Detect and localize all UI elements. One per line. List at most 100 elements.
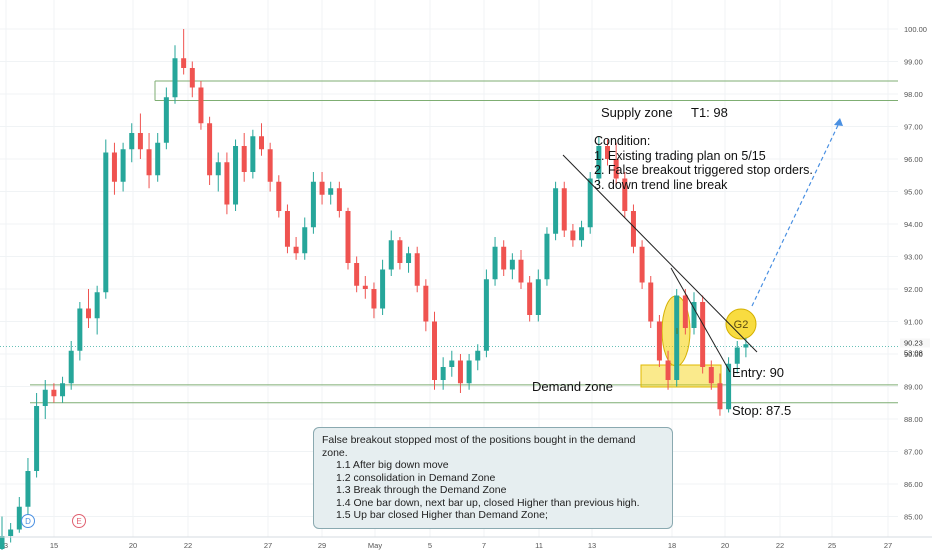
- candle: [544, 227, 550, 286]
- candle-body: [726, 363, 732, 410]
- candle: [414, 246, 420, 293]
- candle: [129, 123, 135, 163]
- candle: [665, 350, 671, 390]
- candle: [440, 357, 446, 390]
- candle-body: [137, 133, 143, 150]
- candle: [535, 269, 541, 322]
- candle-body: [51, 389, 57, 397]
- candle-body: [155, 142, 161, 176]
- candle-body: [648, 282, 654, 322]
- target-label: T1: 98: [691, 105, 728, 120]
- candle-body: [189, 68, 195, 88]
- candle: [492, 237, 498, 286]
- price-tick-label: 91.00: [904, 318, 923, 327]
- candle-body: [129, 133, 135, 150]
- candle-body: [8, 529, 14, 536]
- candle-body: [527, 282, 533, 315]
- candle-body: [518, 259, 524, 283]
- price-zones: [0, 80, 898, 404]
- date-tick-label: 5: [428, 541, 432, 550]
- price-axis[interactable]: 85.00 86.00 87.00 88.00 89.00 90.00 91.00 92.00…: [900, 0, 930, 522]
- candle: [336, 181, 342, 218]
- candle: [648, 276, 654, 328]
- condition-item: 1. Existing trading plan on 5/15: [594, 148, 766, 163]
- candle: [16, 497, 22, 533]
- candle-body: [224, 162, 230, 205]
- candle-body: [691, 302, 697, 328]
- candle-body: [42, 389, 48, 406]
- candle-body: [570, 230, 576, 241]
- candle: [155, 133, 161, 182]
- candle-body: [509, 259, 515, 270]
- candle-body: [466, 360, 472, 384]
- candle: [302, 217, 308, 260]
- date-tick-label: 15: [50, 541, 58, 550]
- candle: [328, 181, 334, 205]
- candle-body: [475, 350, 481, 361]
- candle: [103, 139, 109, 299]
- date-tick-label: 20: [129, 541, 137, 550]
- candle: [137, 113, 143, 159]
- candle-body: [336, 188, 342, 211]
- date-tick-label: 27: [884, 541, 892, 550]
- price-tick-label: 96.00: [904, 155, 923, 164]
- candle-body: [432, 321, 437, 380]
- candle-body: [717, 383, 723, 410]
- candle-body: [613, 159, 619, 179]
- candle: [111, 142, 117, 195]
- date-tick-label: 11: [535, 541, 543, 550]
- candle-body: [483, 279, 489, 351]
- candle-body: [77, 308, 83, 351]
- dividend-marker-label: D: [25, 517, 31, 526]
- callout-note[interactable]: False breakout stopped most of the posit…: [313, 427, 673, 529]
- candle: [466, 354, 472, 390]
- candle-body: [345, 211, 351, 263]
- candle-body: [700, 302, 706, 367]
- candle: [475, 344, 481, 371]
- candle-body: [250, 136, 256, 172]
- candle: [708, 360, 714, 390]
- candle: [734, 341, 740, 374]
- downtrend-line: [562, 154, 758, 353]
- candle-body: [449, 360, 455, 367]
- candle: [700, 295, 706, 374]
- date-tick-label: 29: [318, 541, 326, 550]
- candle-body: [34, 406, 40, 471]
- candle: [423, 279, 429, 332]
- candle: [60, 376, 66, 403]
- candle-body: [371, 289, 377, 309]
- g2-circle: [725, 308, 757, 340]
- price-tick-label: 88.00: [904, 415, 923, 424]
- date-axis[interactable]: 3 15 20 22 27 29 May 5 7 11 13 18 20 22 25 27: [0, 536, 932, 550]
- candle: [276, 175, 282, 218]
- candle-body: [561, 188, 567, 231]
- price-tick-label: 93.00: [904, 253, 923, 262]
- candle: [613, 142, 619, 185]
- candle-body: [397, 240, 403, 263]
- candle-body: [60, 383, 66, 397]
- candle: [518, 250, 524, 289]
- candle: [68, 341, 74, 390]
- candle-body: [743, 344, 749, 348]
- candle-body: [215, 162, 221, 176]
- candle: [86, 289, 91, 328]
- candle: [579, 220, 585, 247]
- candle: [42, 380, 48, 419]
- candle: [371, 282, 377, 319]
- candle: [293, 237, 299, 260]
- candle-body: [276, 181, 282, 211]
- candle: [250, 129, 256, 179]
- candles: [0, 29, 749, 553]
- candle-body: [310, 181, 316, 228]
- date-tick-label: 25: [828, 541, 836, 550]
- supply-zone-label: Supply zone: [601, 105, 673, 120]
- candle-body: [302, 227, 308, 254]
- note-item: 1.1 After big down move: [336, 459, 449, 471]
- candle: [596, 136, 602, 185]
- candle: [483, 269, 489, 358]
- candle: [172, 45, 178, 104]
- candle: [570, 224, 576, 247]
- candle: [682, 289, 688, 335]
